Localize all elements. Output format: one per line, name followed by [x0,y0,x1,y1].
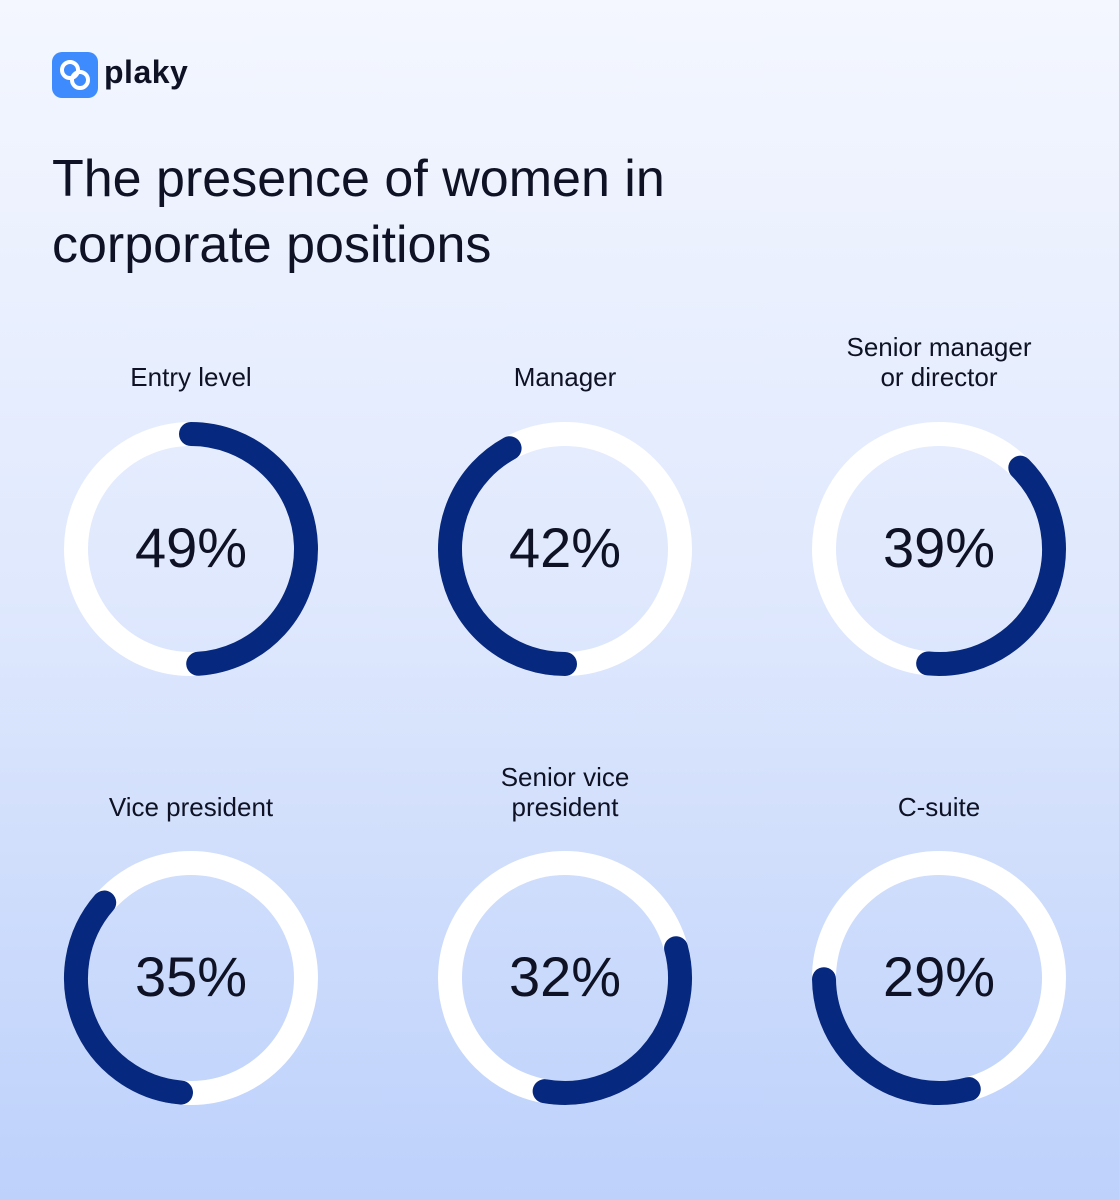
logo-glyph [60,60,90,90]
value-label: 39% [883,516,995,579]
chart-title: Manager [513,362,617,392]
value-label: 29% [883,945,995,1008]
chart-title: Senior vice president [500,762,630,822]
donut-arc [532,936,692,1105]
donut-arc [916,455,1066,676]
value-label: 49% [135,516,247,579]
value-label: 42% [509,516,621,579]
chart-title: Entry level [130,362,252,392]
chart-title: Senior manager or director [846,332,1032,392]
logo-icon [52,52,98,98]
donut-arc [812,967,981,1105]
value-label: 32% [509,945,621,1008]
donut-arc [179,422,318,676]
donut-arc [64,890,193,1105]
logo-text: plaky [104,54,189,90]
headline: The presence of women in corporate posit… [52,150,665,274]
chart-title: Vice president [108,792,274,822]
chart-title: C-suite [897,792,981,822]
donut-arc [438,436,577,676]
value-label: 35% [135,945,247,1008]
